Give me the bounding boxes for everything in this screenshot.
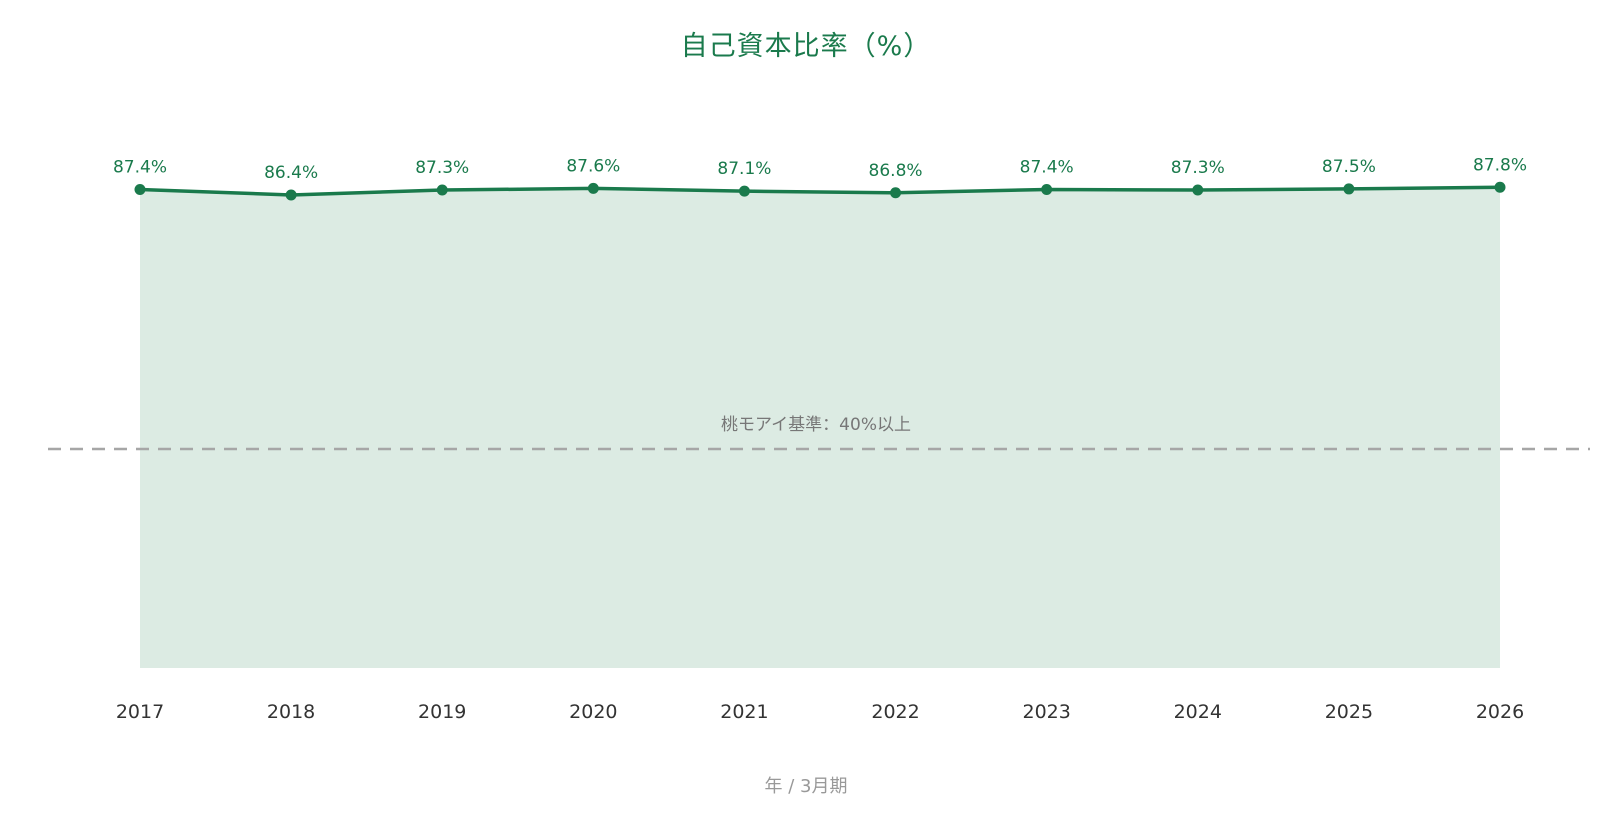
data-label: 87.3% — [1171, 158, 1225, 178]
data-point — [1192, 184, 1204, 196]
series-area-fill — [140, 187, 1500, 668]
data-label: 86.4% — [264, 163, 318, 183]
chart-title: 自己資本比率（%） — [681, 31, 932, 62]
x-tick-label: 2024 — [1174, 701, 1222, 723]
x-tick-label: 2026 — [1476, 701, 1524, 723]
series-line — [138, 185, 1502, 197]
data-label: 86.8% — [869, 161, 923, 181]
data-label: 87.3% — [415, 158, 469, 178]
data-label: 87.1% — [717, 159, 771, 179]
data-label: 87.6% — [566, 156, 620, 176]
data-label: 87.5% — [1322, 157, 1376, 177]
data-point — [285, 189, 297, 201]
data-labels-layer: 87.4% 86.4% 87.3% 87.6% 87.1% 86.8% 87.4% 87.3%… — [113, 155, 1527, 183]
data-point — [436, 184, 448, 196]
data-point — [738, 185, 750, 197]
data-point — [890, 187, 902, 199]
x-tick-label: 2019 — [418, 701, 466, 723]
data-label: 87.4% — [1020, 157, 1074, 177]
x-tick-label: 2022 — [871, 701, 919, 723]
x-tick-label: 2023 — [1022, 701, 1070, 723]
x-tick-label: 2018 — [267, 701, 315, 723]
x-tick-label: 2021 — [720, 701, 768, 723]
data-point — [587, 182, 599, 194]
area-layer — [140, 187, 1500, 668]
data-point — [1343, 183, 1355, 195]
x-tick-label: 2020 — [569, 701, 617, 723]
reference-line-layer: 桃モアイ基準：40%以上 — [48, 415, 1590, 451]
reference-line-label: 桃モアイ基準：40%以上 — [721, 415, 911, 435]
data-label: 87.8% — [1473, 155, 1527, 175]
x-axis-ticks: 2017 2018 2019 2020 2021 2022 2023 2024 2025 2026 — [116, 701, 1524, 723]
x-axis-title: 年 / 3月期 — [765, 776, 848, 797]
x-tick-label: 2017 — [116, 701, 164, 723]
series-line-layer — [138, 185, 1502, 197]
data-point — [134, 183, 146, 195]
data-points-layer — [134, 181, 1506, 201]
data-point — [1041, 183, 1053, 195]
x-tick-label: 2025 — [1325, 701, 1373, 723]
data-point — [1494, 181, 1506, 193]
data-label: 87.4% — [113, 157, 167, 177]
